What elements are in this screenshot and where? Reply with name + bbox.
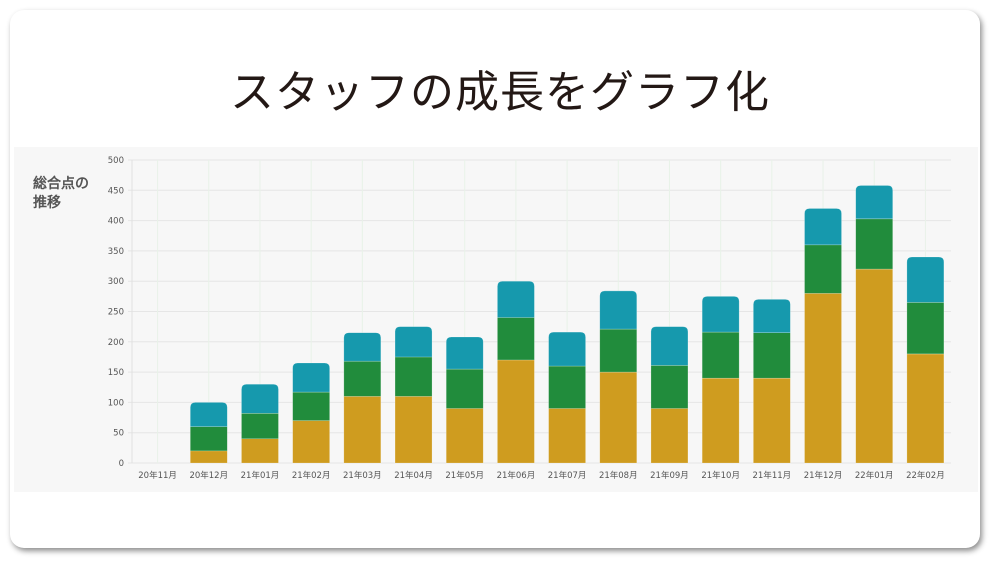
bar-segment (548, 408, 586, 464)
y-tick-label: 200 (108, 338, 124, 348)
y-axis-label: 総合点の 推移 (33, 175, 103, 213)
bar-segment (906, 353, 945, 464)
bar-segment (701, 331, 740, 379)
bar-segment (394, 326, 433, 358)
x-tick-label: 22年01月 (855, 470, 894, 481)
bar-segment (701, 296, 740, 333)
y-tick-label: 300 (108, 277, 124, 287)
x-tick-label: 20年12月 (189, 470, 228, 481)
bar-segment (497, 359, 535, 464)
y-axis-label-line-2: 推移 (33, 195, 61, 211)
x-tick-label: 21年09月 (650, 470, 689, 481)
y-axis-label-line-1: 総合点の (33, 176, 89, 192)
bar-segment (189, 402, 228, 427)
bar-segment (804, 208, 842, 246)
slide-title: スタッフの成長をグラフ化 (230, 67, 770, 118)
x-tick-label: 21年10月 (701, 470, 740, 481)
bar-segment (906, 302, 945, 355)
bar-segment (855, 185, 894, 220)
bar-segment (599, 371, 638, 464)
bar-segment (497, 280, 535, 318)
y-tick-label: 250 (108, 308, 124, 318)
bar-segment (497, 317, 535, 361)
x-tick-label: 21年12月 (804, 470, 843, 481)
bar-segment (650, 408, 689, 464)
bar-segment (241, 438, 279, 464)
bar-segment (292, 391, 331, 421)
bar-segment (343, 332, 382, 362)
x-tick-label: 21年07月 (548, 470, 587, 481)
bar-segment (241, 413, 280, 440)
bar-segment (394, 356, 433, 397)
bar-segment (343, 360, 382, 397)
bar-segment (650, 326, 689, 366)
bar-segment (548, 365, 586, 409)
x-tick-label: 21年03月 (343, 470, 382, 481)
y-tick-label: 350 (108, 247, 124, 257)
y-tick-label: 450 (108, 186, 124, 196)
bar-segment (445, 408, 484, 464)
y-tick-label: 150 (108, 368, 124, 378)
bar-segment (599, 290, 638, 330)
bar-segment (241, 383, 279, 414)
x-tick-label: 21年01月 (241, 470, 280, 481)
bar-segment (753, 299, 791, 334)
x-tick-label: 21年05月 (445, 470, 484, 481)
bar-segment (804, 293, 842, 464)
bar-segment (804, 244, 842, 294)
y-tick-label: 400 (108, 217, 124, 227)
bar-segment (855, 268, 894, 464)
bar-segment (292, 420, 330, 464)
bar-segment (445, 368, 484, 409)
x-tick-label: 22年02月 (906, 470, 945, 481)
bar-segment (753, 332, 791, 379)
bar-segment (292, 362, 330, 393)
bar-segment (189, 450, 228, 464)
y-tick-label: 0 (119, 459, 124, 469)
y-tick-label: 50 (113, 429, 124, 439)
y-tick-label: 500 (108, 156, 124, 166)
bar-segment (599, 328, 638, 373)
bar-segment (701, 377, 740, 464)
bar-segment (343, 396, 382, 464)
x-tick-label: 21年11月 (753, 470, 792, 481)
bar-segment (548, 331, 586, 367)
bar-segment (650, 365, 689, 409)
bar-segment (394, 396, 433, 464)
x-tick-label: 20年11月 (138, 470, 177, 481)
x-tick-label: 21年06月 (497, 470, 536, 481)
x-tick-label: 21年02月 (292, 470, 331, 481)
y-tick-label: 100 (108, 398, 124, 408)
bar-segment (189, 426, 228, 452)
bar-segment (855, 218, 894, 270)
bar-segment (906, 256, 945, 303)
bar-segment (445, 336, 484, 370)
bar-segment (753, 377, 791, 464)
x-tick-label: 21年04月 (394, 470, 433, 481)
x-tick-label: 21年08月 (599, 470, 638, 481)
